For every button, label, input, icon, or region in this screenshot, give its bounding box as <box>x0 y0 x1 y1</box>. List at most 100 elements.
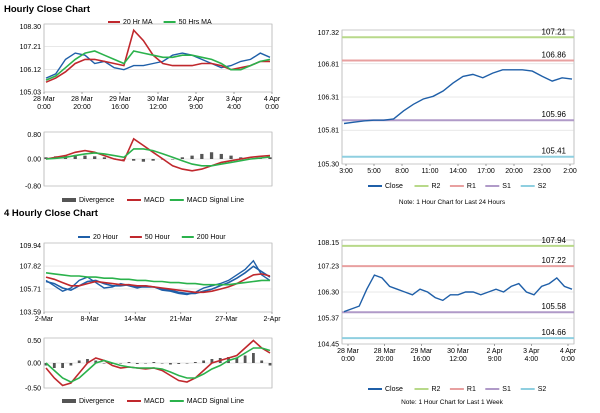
divergence-bar <box>239 157 243 159</box>
divergence-bar <box>86 359 89 363</box>
hourly-levels-legend: Close R2 R1 S1 S2 <box>368 183 546 190</box>
y-tick-label: 109.94 <box>20 243 42 250</box>
tick-label-line: 27-Mar <box>215 316 238 323</box>
divergence-bar <box>193 362 197 363</box>
tick-label-line: 12:00 <box>449 356 467 363</box>
plot-frame <box>43 23 273 93</box>
tick-label-line: 28 Mar <box>71 96 93 103</box>
divergence-bar <box>52 363 56 368</box>
hourly-macd-legend: Divergence MACD MACD Signal Line <box>62 197 244 204</box>
tick-label-line: 17:00 <box>477 168 495 175</box>
y-tick-label: 105.71 <box>20 286 42 293</box>
divergence-bar <box>268 363 272 366</box>
x-tick-label: 29 Mar 16:00 <box>109 96 131 111</box>
series-macd-line <box>45 137 271 172</box>
tick-label-line: 2 Apr <box>486 348 503 355</box>
y-tick-label: 108.30 <box>20 24 42 31</box>
hourly_levels-chart: 107.32 106.81 106.31 105.81 105.303:00 5:00 8:… <box>318 27 577 175</box>
four-hourly-price-legend: 20 Hour 50 Hour 200 Hour <box>78 234 226 241</box>
x-tick-label: 5:00 <box>367 168 381 175</box>
divergence-bar <box>135 363 139 364</box>
legend-label: MACD <box>144 398 165 405</box>
y-tick-label: 105.81 <box>318 128 340 135</box>
tick-label-line: 16:00 <box>111 104 129 111</box>
divergence-bar <box>44 363 48 366</box>
level-s1-label: 105.58 <box>542 302 567 311</box>
divergence-bar <box>260 360 264 363</box>
legend-label: S1 <box>502 183 511 190</box>
y-tick-label: 107.82 <box>20 264 42 271</box>
divergence-bar <box>235 358 239 363</box>
divergence-bar <box>209 152 214 159</box>
divergence-bar <box>141 159 146 162</box>
divergence-bar <box>132 159 136 161</box>
y-tick-label: 106.81 <box>318 61 340 68</box>
legend-label: R2 <box>432 386 441 393</box>
tick-label-line: 5:00 <box>367 168 381 175</box>
tick-label-line: 3 Apr <box>523 348 540 355</box>
four-hourly-levels-legend: Close R2 R1 S1 S2 <box>368 386 546 393</box>
legend-label: MACD <box>144 197 165 204</box>
legend-label: Close <box>385 183 403 190</box>
legend-label: Divergence <box>79 197 115 204</box>
tick-label-line: 2-Apr <box>263 316 281 323</box>
four_hourly_price-chart: 109.94 107.82 105.71 103.592-Mar 8-Mar 14-Mar… <box>20 242 281 323</box>
level-s1-label: 105.96 <box>542 110 567 119</box>
x-tick-label: 4 Apr 0:00 <box>560 348 577 363</box>
tick-label-line: 29 Mar <box>410 348 432 355</box>
series-50-hour-line <box>45 273 271 294</box>
legend-label: MACD Signal Line <box>187 197 244 204</box>
tick-label-line: 14:00 <box>449 168 467 175</box>
legend-label: 50 Hour <box>145 234 171 241</box>
series-close-line <box>343 69 573 125</box>
series-macd-signal-line-line <box>45 148 271 167</box>
divergence-bar <box>202 360 206 363</box>
divergence-bar <box>180 157 184 159</box>
tick-label-line: 9:00 <box>488 356 502 363</box>
tick-label-line: 28 Mar <box>33 96 55 103</box>
divergence-bar <box>185 363 189 364</box>
x-tick-label: 2-Mar <box>35 316 54 323</box>
x-tick-label: 2 Apr 9:00 <box>188 96 205 111</box>
x-tick-label: 23:00 <box>533 168 551 175</box>
divergence-bar <box>69 363 73 366</box>
tick-label-line: 9:00 <box>189 104 203 111</box>
divergence-bar <box>268 157 272 159</box>
hourly-price-legend: 20 Hr MA 50 Hrs MA <box>108 19 212 26</box>
x-tick-label: 2-Apr <box>263 316 281 323</box>
divergence-bar <box>169 363 172 365</box>
legend-label: R1 <box>467 183 476 190</box>
tick-label-line: 20:00 <box>376 356 394 363</box>
tick-label-line: 4:00 <box>525 356 539 363</box>
tick-label-line: 0:00 <box>341 356 355 363</box>
x-tick-label: 3:00 <box>339 168 353 175</box>
legend-label: S2 <box>538 386 547 393</box>
y-tick-label: 0.80 <box>27 132 41 139</box>
hourly-levels-note: Note: 1 Hour Chart for Last 24 Hours <box>399 199 506 206</box>
legend-label: 20 Hour <box>93 234 119 241</box>
tick-label-line: 16:00 <box>413 356 431 363</box>
level-r2-label: 107.94 <box>542 236 567 245</box>
divergence-bar <box>102 157 107 159</box>
y-tick-label: 106.31 <box>318 95 340 102</box>
tick-label-line: 4 Apr <box>264 96 281 103</box>
divergence-bar <box>127 362 131 363</box>
divergence-bar <box>151 159 155 161</box>
legend-label: S2 <box>538 183 547 190</box>
tick-label-line: 2-Mar <box>35 316 54 323</box>
legend-label: R1 <box>467 386 476 393</box>
level-r1-label: 107.22 <box>542 256 567 265</box>
tick-label-line: 28 Mar <box>374 348 396 355</box>
legend-label: 200 Hour <box>197 234 226 241</box>
tick-label-line: 8-Mar <box>80 316 99 323</box>
x-tick-label: 2:00 <box>563 168 577 175</box>
tick-label-line: 11:00 <box>422 168 439 175</box>
x-tick-label: 28 Mar 0:00 <box>337 348 359 363</box>
legend-label: 50 Hrs MA <box>179 19 212 26</box>
tick-label-line: 8:00 <box>395 168 409 175</box>
y-tick-label: -0.50 <box>25 386 41 393</box>
divergence-bar <box>102 363 106 364</box>
divergence-bar <box>229 155 233 159</box>
legend-label: Divergence <box>79 398 115 405</box>
